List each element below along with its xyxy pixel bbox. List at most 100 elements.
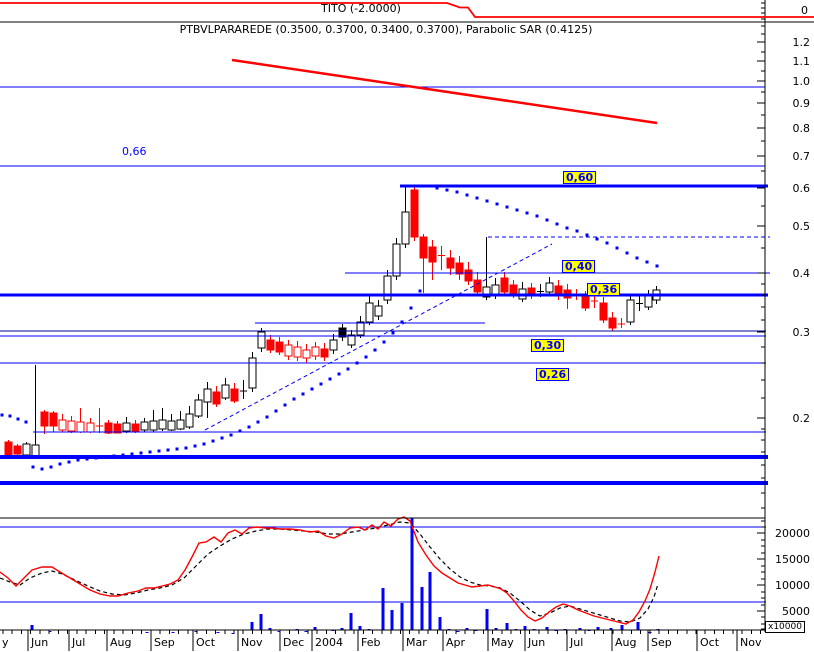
price-tick-label: 0.4 — [792, 267, 811, 280]
sar-dot — [655, 264, 659, 268]
month-label: Mar — [406, 636, 427, 649]
sar-dot — [346, 367, 350, 371]
volume-bar — [428, 572, 432, 630]
volume-bar — [381, 588, 385, 630]
sar-dot — [112, 454, 116, 458]
sar-dot — [485, 199, 489, 203]
sar-dot — [465, 193, 469, 197]
candle-body — [104, 422, 113, 434]
chart-title: PTBVLPARAREDE (0.3500, 0.3700, 0.3400, 0… — [179, 23, 593, 36]
sar-dot — [391, 331, 395, 335]
sar-dot — [525, 211, 529, 215]
candle-body — [545, 282, 554, 293]
volume-bar — [390, 610, 394, 630]
volume-bar — [277, 631, 281, 632]
candle-body — [31, 444, 40, 457]
sar-dot — [274, 409, 278, 413]
candle-body — [293, 346, 302, 358]
candle-body — [284, 344, 293, 357]
level-label[interactable]: 0,26 — [536, 368, 570, 381]
volume-bar — [596, 627, 600, 630]
month-label: Oct — [700, 636, 720, 649]
sar-dot — [301, 392, 305, 396]
level-label[interactable]: 0,36 — [587, 283, 621, 296]
candle-body — [410, 189, 419, 238]
candle-body — [22, 443, 31, 456]
sar-dot — [211, 439, 215, 443]
sar-dot — [292, 397, 296, 401]
sar-dot — [247, 425, 251, 429]
price-tick-label: 0.5 — [792, 220, 811, 233]
price-annotation-066[interactable]: 0,66 — [122, 145, 147, 158]
price-tick-label: 0.2 — [792, 412, 811, 425]
sar-dot — [67, 460, 71, 464]
candle-body — [86, 422, 95, 433]
volume-bar — [545, 627, 549, 630]
volume-ma-red — [0, 516, 660, 625]
volume-bar — [231, 633, 235, 634]
price-tick-label: 0.6 — [792, 182, 811, 195]
volume-bar — [171, 632, 175, 633]
sar-dot — [605, 241, 609, 245]
volume-bar — [578, 628, 582, 630]
sheet-tab-outline[interactable] — [0, 2, 814, 18]
volume-bar — [304, 631, 308, 632]
sar-dot — [24, 420, 28, 424]
candle-body — [401, 211, 410, 245]
sar-dot — [283, 403, 287, 407]
candle-body — [67, 420, 76, 432]
candle-body — [356, 321, 365, 336]
candle-body — [185, 413, 194, 428]
candle-body — [608, 317, 617, 329]
volume-bar — [340, 628, 344, 630]
sar-dot — [310, 387, 314, 391]
sar-dot — [157, 449, 161, 453]
candle-body — [428, 246, 437, 263]
sar-dot — [645, 260, 649, 264]
volume-bar — [30, 625, 34, 630]
sar-dot — [58, 462, 62, 466]
candle-body — [482, 286, 491, 298]
red-trendline[interactable] — [231, 58, 658, 125]
month-label: Aug — [110, 636, 132, 649]
candle-body — [644, 294, 653, 308]
level-label[interactable]: 0,30 — [531, 339, 565, 352]
volume-tick-label: 5000 — [782, 605, 810, 618]
candle-body — [626, 299, 635, 323]
sar-dot — [515, 208, 519, 212]
candle-body — [122, 422, 131, 432]
sar-dot — [193, 444, 197, 448]
sar-dot — [229, 433, 233, 437]
candle-body — [500, 277, 509, 293]
volume-bar — [349, 613, 353, 630]
month-label: Jun — [31, 636, 49, 649]
volume-bar — [259, 614, 263, 630]
sar-dot — [373, 348, 377, 352]
sar-dot — [148, 450, 152, 454]
price-tick-label: 1.0 — [792, 75, 811, 88]
candle-body — [167, 420, 176, 431]
month-label: y — [2, 636, 9, 649]
level-label[interactable]: 0,60 — [563, 171, 597, 184]
candle-body — [76, 421, 85, 433]
month-label: Nov — [740, 636, 762, 649]
volume-bar — [48, 631, 52, 632]
sar-dot — [425, 184, 429, 188]
candle-body — [383, 275, 392, 301]
sheet-tab[interactable]: TITO (-2.0000) — [321, 2, 401, 15]
candle-body — [464, 269, 473, 282]
candle-body — [149, 420, 158, 431]
sar-dot — [202, 442, 206, 446]
level-label[interactable]: 0,40 — [562, 260, 596, 273]
candle-body — [473, 279, 482, 293]
sar-dot — [418, 289, 422, 293]
candle-body — [419, 236, 428, 259]
candle-body — [392, 243, 401, 277]
sar-dot — [505, 205, 509, 209]
dashed-diagonal-trendline[interactable] — [204, 243, 553, 431]
sar-dot — [139, 451, 143, 455]
candle-body — [365, 302, 374, 323]
sar-dot — [495, 202, 499, 206]
volume-bar — [216, 632, 220, 633]
